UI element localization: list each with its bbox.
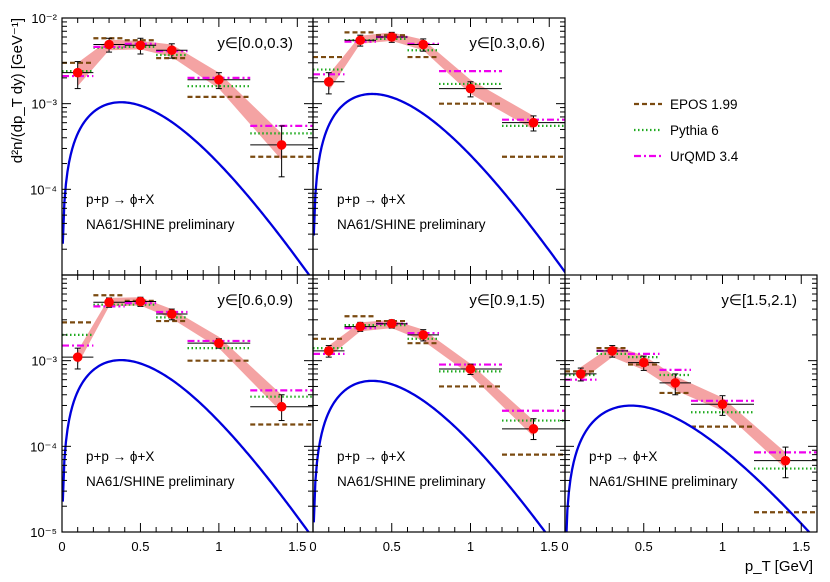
data-point [386, 318, 397, 329]
data-point [528, 117, 539, 128]
y-axis-ticks [62, 274, 313, 533]
x-tick-label: 0 [58, 539, 65, 554]
data-point [135, 296, 146, 307]
data-point [167, 45, 177, 56]
y-tick-label: 10⁻⁵ [30, 525, 57, 540]
systematic-band [328, 319, 534, 437]
data-point [323, 76, 334, 87]
panel-3: 10⁻³10⁻⁴10⁻⁵0 0.5 1 1.5y∈[0.6,0.9)p+p → ϕ+X… [30, 274, 314, 554]
data-point [638, 357, 649, 368]
data-point [465, 364, 476, 374]
experiment-label: NA61/SHINE preliminary [337, 474, 486, 489]
data-point [355, 35, 366, 46]
reaction-label: p+p → ϕ+X [86, 192, 154, 207]
x-tick-label: 1.5 [792, 539, 810, 554]
y-tick-label: 10⁻⁴ [30, 439, 57, 454]
x-tick-label: 0 [309, 539, 316, 554]
x-tick-label: 1 [467, 539, 474, 554]
experiment-label: NA61/SHINE preliminary [86, 474, 235, 489]
data-point [276, 401, 287, 412]
systematic-band [580, 345, 786, 469]
data-point [528, 424, 539, 434]
x-axis-ticks [312, 18, 566, 275]
data-point [465, 83, 476, 94]
rapidity-bin-title: y∈[1.5,2.1) [721, 292, 797, 309]
data-point [104, 39, 114, 50]
y-tick-label: 10⁻³ [31, 354, 57, 369]
experiment-label: NA61/SHINE preliminary [337, 217, 486, 232]
reaction-label: p+p → ϕ+X [86, 449, 154, 464]
data-point [418, 330, 429, 340]
y-axis-ticks [565, 274, 817, 533]
legend-label: EPOS 1.99 [670, 97, 738, 112]
fit-curve [62, 101, 311, 275]
experiment-label: NA61/SHINE preliminary [86, 217, 235, 232]
data-point [276, 140, 287, 150]
rapidity-bin-title: y∈[0.6,0.9) [217, 292, 293, 309]
data-point [780, 455, 791, 466]
data-point [717, 399, 728, 410]
x-tick-label: 0.5 [635, 539, 653, 554]
reaction-label: p+p → ϕ+X [589, 449, 657, 464]
x-tick-label: 1 [719, 539, 726, 554]
legend: EPOS 1.99 Pythia 6 UrQMD 3.4 [634, 97, 739, 164]
panel-frame [564, 274, 818, 533]
x-tick-label: 0.5 [131, 539, 149, 554]
systematic-band [77, 297, 282, 413]
panel-2: y∈[0.3,0.6) p+p → ϕ+X NA61/SHINE prelimina… [312, 17, 566, 276]
experiment-label: NA61/SHINE preliminary [589, 474, 738, 489]
data-point [214, 338, 224, 348]
fit-curve [565, 404, 811, 532]
data-point [72, 352, 83, 362]
data-point [418, 39, 429, 50]
panel-frame [312, 274, 566, 533]
x-axis-ticks [564, 275, 818, 532]
fit-curve [313, 92, 565, 274]
x-axis-ticks [312, 275, 566, 532]
legend-label: Pythia 6 [670, 123, 719, 138]
panel-5: 0 0.5 1 1.5 y∈[1.5,2.1) p+p → ϕ+X NA61/SHINE p… [561, 274, 818, 554]
fit-curve [313, 379, 547, 532]
panels: 10⁻² 10⁻³ 10⁻⁴ y∈[0.0,0.3) p+p → ϕ+X NA61/SHI… [30, 11, 818, 554]
data-point [670, 378, 681, 388]
data-point [135, 40, 146, 51]
y-tick-label: 10⁻⁴ [30, 182, 57, 197]
y-axis-ticks [313, 274, 565, 533]
data-point [575, 369, 586, 379]
data-point [72, 67, 83, 78]
panel-4: 0 0.5 1 1.5 y∈[0.9,1.5) p+p → ϕ+X NA61/SHINE p… [309, 274, 566, 554]
rapidity-bin-title: y∈[0.9,1.5) [469, 292, 545, 309]
y-tick-label: 10⁻² [31, 11, 57, 26]
reaction-label: p+p → ϕ+X [337, 192, 405, 207]
x-tick-label: 1.5 [540, 539, 558, 554]
rapidity-bin-title: y∈[0.0,0.3) [217, 35, 293, 52]
x-tick-label: 1 [215, 539, 222, 554]
fit-curve [62, 358, 310, 532]
data-point [386, 32, 397, 42]
data-point [355, 321, 366, 332]
rapidity-bin-title: y∈[0.3,0.6) [469, 35, 545, 52]
panel-1: 10⁻² 10⁻³ 10⁻⁴ y∈[0.0,0.3) p+p → ϕ+X NA61/SHI… [30, 11, 314, 276]
y-axis-title: d²n/(dp_T dy) [GeV⁻¹] [9, 18, 26, 163]
y-tick-label: 10⁻³ [31, 97, 57, 112]
data-point [323, 346, 334, 356]
x-tick-label: 1.5 [288, 539, 306, 554]
x-axis-title: p_T [GeV] [745, 558, 813, 575]
systematic-band [77, 39, 282, 160]
systematic-band [328, 32, 534, 130]
data-point [167, 309, 177, 319]
x-axis-ticks [61, 275, 314, 532]
reaction-label: p+p → ϕ+X [337, 449, 405, 464]
data-point [104, 297, 114, 308]
x-tick-label: 0.5 [383, 539, 401, 554]
x-tick-label: 0 [561, 539, 568, 554]
data-point [214, 74, 224, 85]
legend-label: UrQMD 3.4 [670, 149, 739, 164]
data-point [607, 346, 618, 356]
